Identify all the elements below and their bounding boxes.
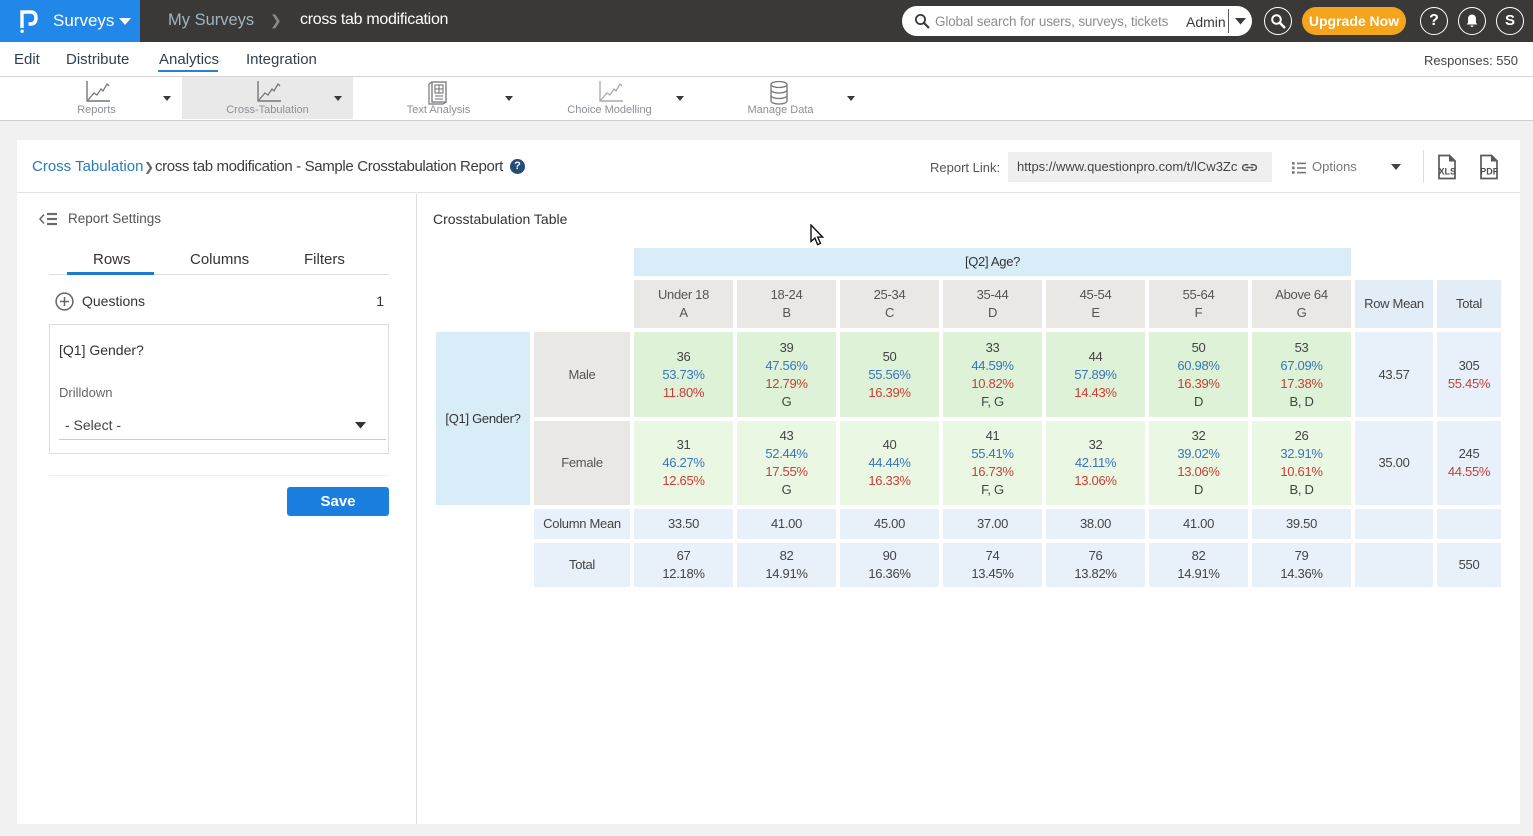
svg-text:PDF: PDF — [1480, 167, 1499, 177]
svg-text:XLS: XLS — [1438, 167, 1456, 177]
